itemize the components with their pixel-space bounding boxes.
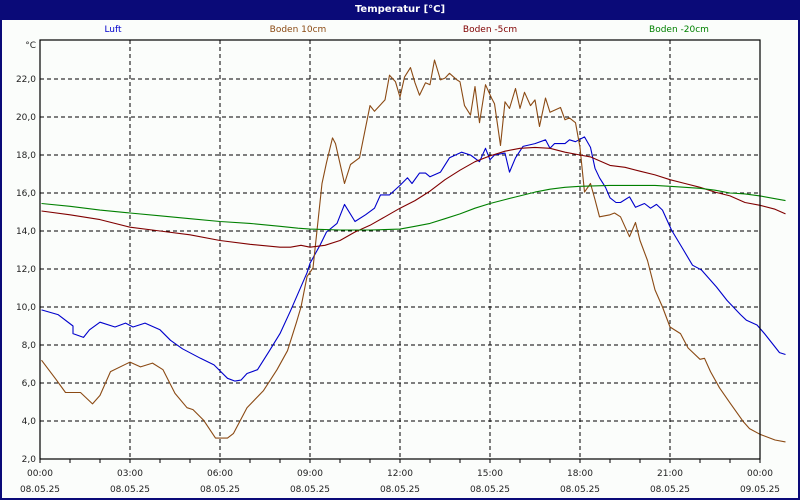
y-tick-label: 4,0 — [22, 417, 37, 427]
legend: Luft Boden 10cm Boden -5cm Boden -20cm — [2, 20, 798, 40]
y-tick-label: 2,0 — [22, 455, 37, 465]
x-tick-date: 08.05.25 — [560, 485, 600, 495]
x-tick-date: 08.05.25 — [20, 485, 60, 495]
series-boden-5cm — [41, 146, 786, 248]
x-tick-date: 08.05.25 — [650, 485, 690, 495]
window-title: Temperatur [°C] — [354, 4, 446, 15]
grid-lines — [40, 40, 760, 460]
y-tick-label: 18,0 — [16, 151, 36, 161]
axes: 2,0 4,0 6,0 8,0 10,0 12,0 14,0 16,0 18,0 20,0 22,0… — [16, 41, 780, 495]
series-luft — [41, 136, 786, 382]
x-tick-date: 08.05.25 — [110, 485, 150, 495]
x-tick-time: 18:00 — [567, 469, 593, 479]
x-tick-time: 09:00 — [297, 469, 323, 479]
x-tick-time: 12:00 — [387, 469, 413, 479]
x-tick-date: 08.05.25 — [290, 485, 330, 495]
y-tick-label: 12,0 — [16, 265, 36, 275]
plot-frame — [39, 39, 761, 460]
legend-item-luft: Luft — [104, 25, 122, 35]
x-tick-time: 15:00 — [477, 469, 503, 479]
y-tick-label: 8,0 — [22, 341, 37, 351]
x-tick-date: 09.05.25 — [740, 485, 780, 495]
legend-item-boden-minus-20cm: Boden -20cm — [649, 25, 709, 35]
series-boden-20cm — [41, 184, 786, 231]
legend-item-boden-minus-5cm: Boden -5cm — [462, 25, 518, 35]
y-tick-label: 22,0 — [16, 75, 36, 85]
x-tick-date: 08.05.25 — [470, 485, 510, 495]
y-unit-label: °C — [25, 41, 36, 51]
y-tick-label: 20,0 — [16, 113, 36, 123]
line-chart: 2,0 4,0 6,0 8,0 10,0 12,0 14,0 16,0 18,0 20,0 22,0… — [16, 39, 786, 495]
x-tick-date: 08.05.25 — [200, 485, 240, 495]
series-boden-10cm — [41, 59, 786, 443]
x-tick-time: 03:00 — [117, 469, 143, 479]
y-tick-label: 6,0 — [22, 379, 37, 389]
chart-panel: Luft Boden 10cm Boden -5cm Boden -20cm 2… — [2, 20, 798, 498]
x-tick-time: 06:00 — [207, 469, 233, 479]
x-tick-date: 08.05.25 — [380, 485, 420, 495]
y-tick-label: 16,0 — [16, 189, 36, 199]
data-series — [41, 59, 786, 443]
y-tick-label: 10,0 — [16, 303, 36, 313]
y-tick-label: 14,0 — [16, 227, 36, 237]
x-tick-time: 21:00 — [657, 469, 683, 479]
x-tick-time: 00:00 — [747, 469, 773, 479]
legend-item-boden-10cm: Boden 10cm — [269, 25, 327, 35]
x-tick-time: 00:00 — [27, 469, 53, 479]
